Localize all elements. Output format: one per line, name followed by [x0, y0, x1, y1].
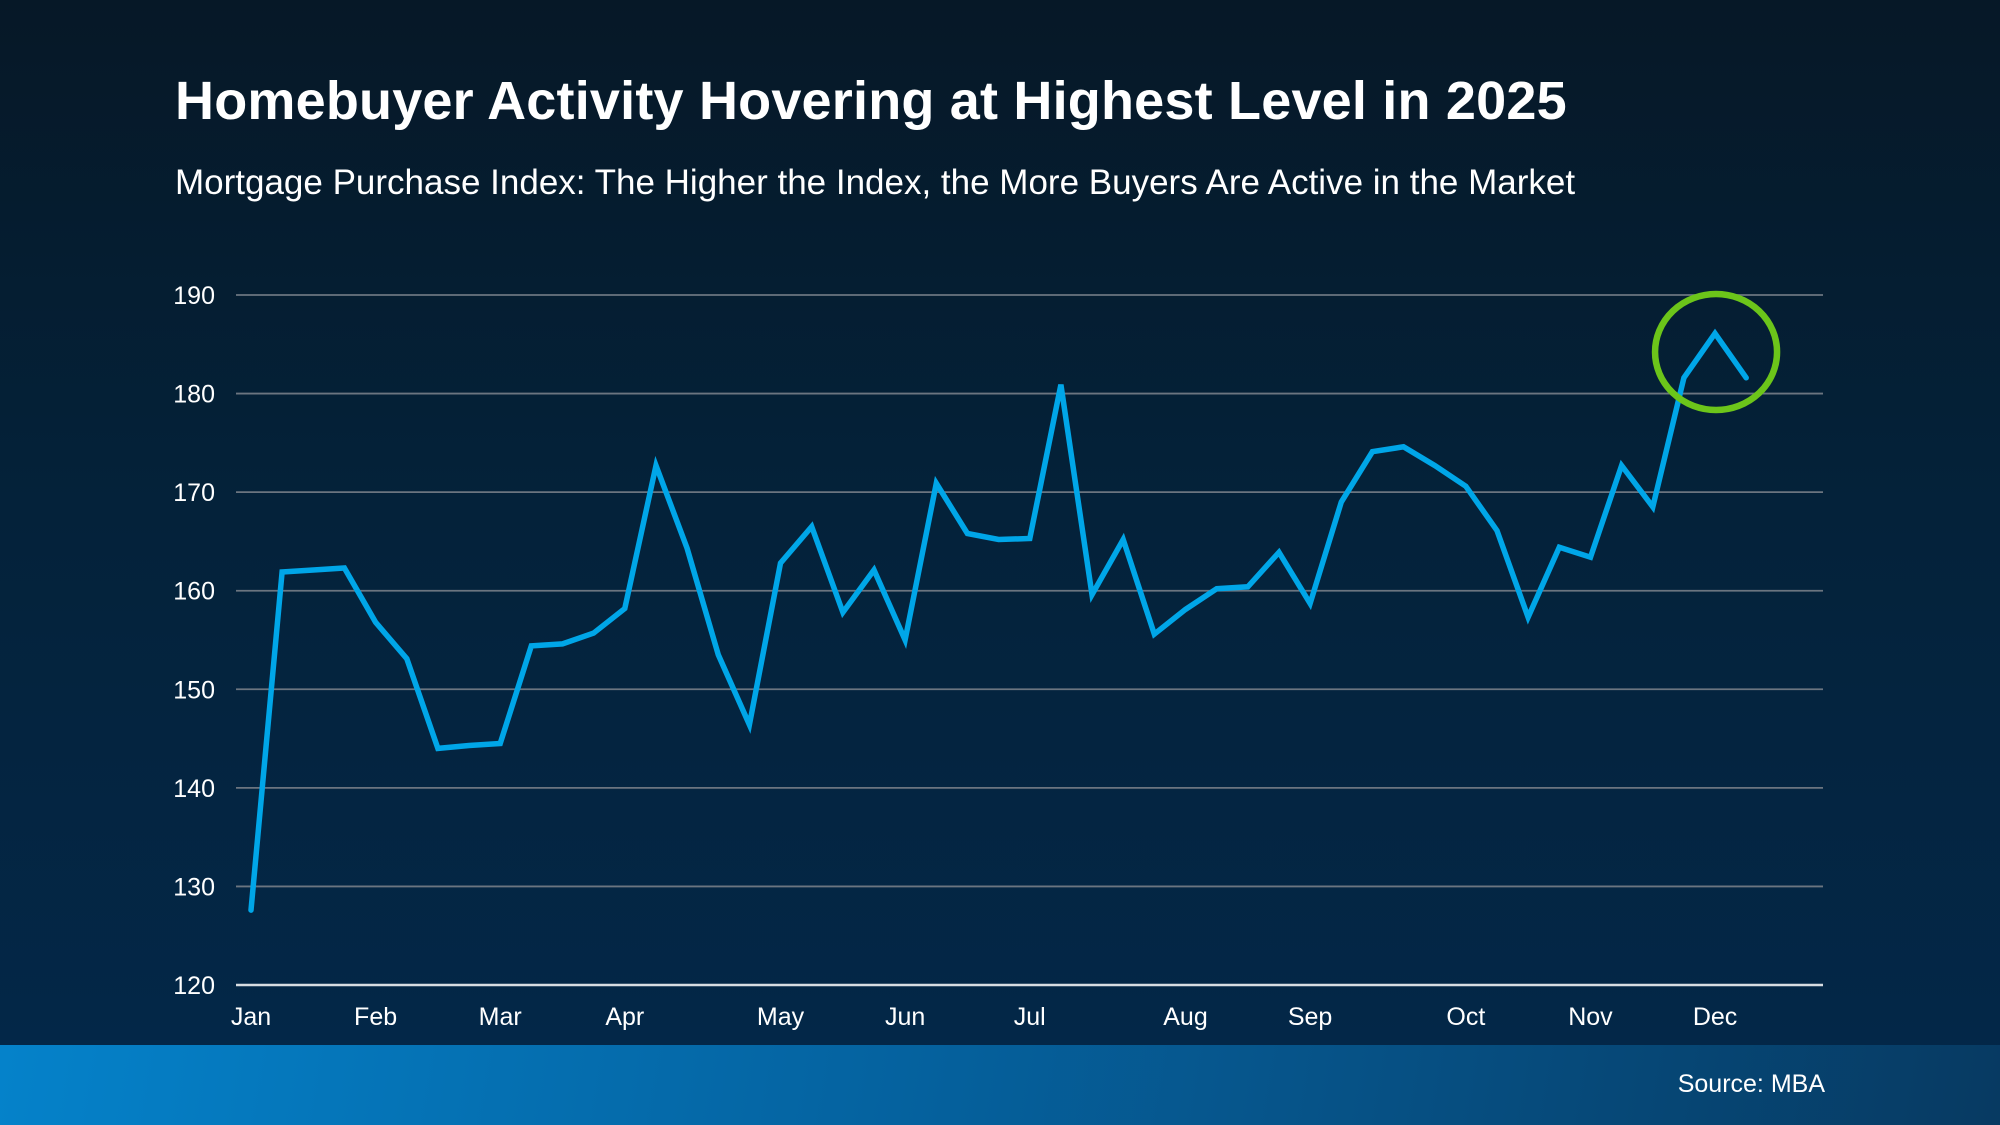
y-axis-ticks: 120 130 140 150 160 170 180 190: [173, 282, 215, 1000]
x-tick-label: Apr: [605, 1003, 644, 1031]
line-chart: 120 130 140 150 160 170 180 190 Jan Feb Mar Apr May…: [173, 282, 1823, 1031]
y-tick-label: 180: [173, 381, 215, 409]
x-tick-label: Jul: [1014, 1003, 1046, 1031]
series-lines: [248, 328, 1749, 913]
x-tick-label: Oct: [1446, 1003, 1485, 1031]
x-tick-label: Jun: [885, 1003, 925, 1031]
y-tick-label: 190: [173, 282, 215, 310]
x-tick-label: Sep: [1288, 1003, 1332, 1031]
x-tick-label: May: [757, 1003, 805, 1031]
x-tick-label: Dec: [1693, 1003, 1737, 1031]
y-tick-label: 140: [173, 775, 215, 803]
y-tick-label: 170: [173, 479, 215, 507]
series-line: [248, 328, 1749, 913]
highlight-annotation: [1651, 290, 1781, 414]
x-tick-label: Nov: [1568, 1003, 1613, 1031]
y-tick-label: 160: [173, 578, 215, 606]
x-axis-ticks: Jan Feb Mar Apr May Jun Jul Aug Sep Oct Nov Dec: [231, 1003, 1737, 1031]
y-tick-label: 130: [173, 873, 215, 901]
y-tick-label: 120: [173, 972, 215, 1000]
source-note: Source: MBA: [1677, 1070, 1825, 1098]
footer-bar: Source: MBA: [0, 1045, 2000, 1125]
x-tick-label: Jan: [231, 1003, 271, 1031]
x-tick-label: Aug: [1163, 1003, 1207, 1031]
chart-subtitle: Mortgage Purchase Index: The Higher the …: [175, 163, 1576, 202]
x-tick-label: Mar: [479, 1003, 522, 1031]
x-tick-label: Feb: [354, 1003, 397, 1031]
grid-lines: [236, 294, 1823, 987]
y-tick-label: 150: [173, 676, 215, 704]
chart-title: Homebuyer Activity Hovering at Highest L…: [175, 71, 1567, 131]
highlight-circle: [1651, 290, 1781, 414]
